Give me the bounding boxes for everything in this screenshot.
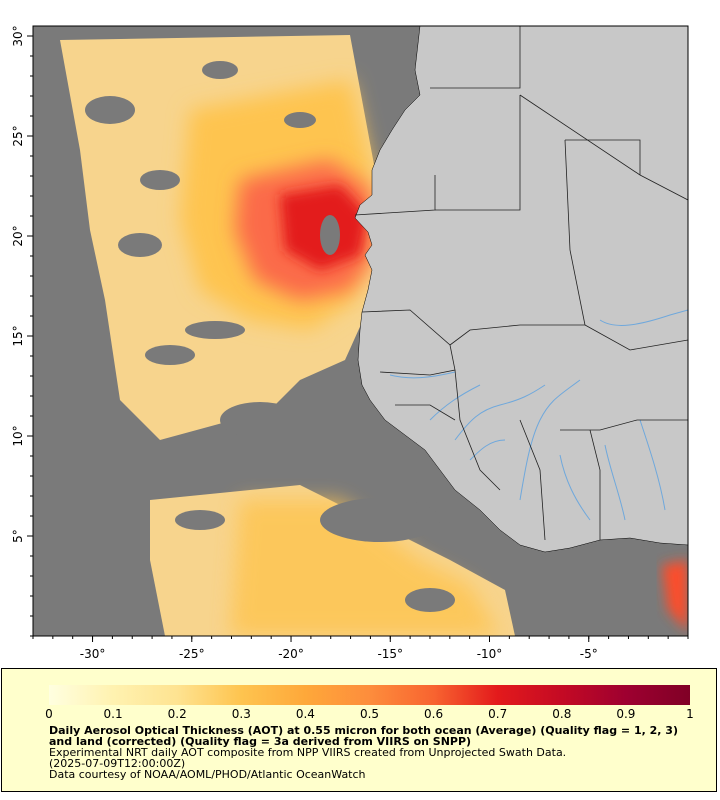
country-borders — [354, 26, 688, 541]
x-tick-label: -25° — [179, 647, 205, 661]
colorbar-tick-label: 0.7 — [488, 707, 508, 721]
aot-map: -30° -25° -20° -15° -10° -5° 30° 25° 20° 15° 10° 5… — [11, 25, 689, 661]
colorbar-tick-label: 1 — [686, 707, 694, 721]
caption-line1: Experimental NRT daily AOT composite fro… — [49, 746, 567, 759]
aot-swath-layer — [60, 35, 688, 636]
colorbar-tick-label: 0.4 — [295, 707, 315, 721]
y-tick-label: 20° — [11, 225, 25, 246]
plot-frame — [32, 25, 689, 637]
x-tick-label: -30° — [80, 647, 106, 661]
aot-cloud-gaps — [85, 61, 455, 612]
caption-line2: (2025-07-09T12:00:00Z) — [49, 757, 186, 770]
caption-title: Daily Aerosol Optical Thickness (AOT) at… — [49, 724, 678, 748]
colorbar-tick-label: 0.2 — [167, 707, 187, 721]
colorbar-tick-label: 0.9 — [616, 707, 636, 721]
x-tick-label: -15° — [377, 647, 403, 661]
colorbar-tick-label: 0.1 — [103, 707, 123, 721]
y-tick-label: 10° — [11, 425, 25, 446]
caption-line3: Data courtesy of NOAA/AOML/PHOD/Atlantic… — [49, 768, 366, 781]
legend-panel: 0 0.1 0.2 0.3 0.4 0.5 0.6 0.7 0.8 0.9 1 Daily Aero… — [1, 668, 717, 792]
aot-patch-gulf — [662, 560, 688, 632]
river-layer — [389, 309, 688, 521]
colorbar — [49, 685, 690, 705]
africa-landmass — [354, 26, 688, 553]
y-tick-label: 25° — [11, 125, 25, 146]
y-tick-label: 5° — [11, 529, 25, 543]
y-tick-label: 30° — [11, 25, 25, 46]
caption: Daily Aerosol Optical Thickness (AOT) at… — [49, 725, 689, 780]
colorbar-tick-label: 0.8 — [552, 707, 572, 721]
colorbar-tick-label: 0.6 — [424, 707, 444, 721]
colorbar-tick-label: 0.5 — [359, 707, 380, 721]
x-tick-label: -10° — [477, 647, 503, 661]
x-tick-label: -5° — [580, 647, 598, 661]
colorbar-tick-label: 0 — [45, 707, 53, 721]
x-axis: -30° -25° -20° -15° -10° -5° — [32, 636, 689, 661]
colorbar-tick-label: 0.3 — [231, 707, 251, 721]
y-tick-label: 15° — [11, 325, 25, 346]
x-tick-label: -20° — [278, 647, 304, 661]
y-axis: 30° 25° 20° 15° 10° 5° — [11, 25, 33, 637]
